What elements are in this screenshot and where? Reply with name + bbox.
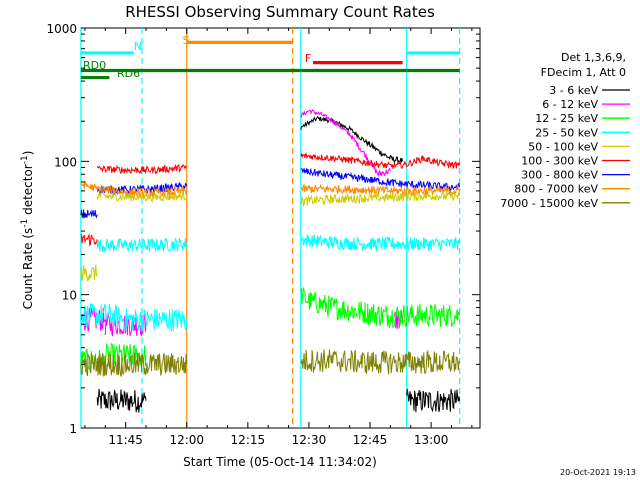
series-line-8-seg-1 bbox=[300, 349, 461, 375]
series-line-3-seg-0 bbox=[80, 303, 188, 333]
annotation-label-3: RD0 bbox=[83, 59, 106, 72]
legend-entry-label-1: 6 - 12 keV bbox=[542, 98, 598, 111]
legend-entry-label-7: 800 - 7000 keV bbox=[514, 183, 598, 196]
series-layer bbox=[80, 109, 461, 413]
y-axis-label: Count Rate (s-1 detector-1) bbox=[20, 151, 35, 310]
legend-header-line-0: Det 1,3,6,9, bbox=[561, 51, 626, 64]
annotation-label-2: F bbox=[305, 52, 311, 65]
x-tick-label-4: 12:45 bbox=[353, 433, 388, 447]
y-tick-label-1: 10 bbox=[62, 289, 77, 303]
y-axis-label-end: ) bbox=[21, 151, 35, 156]
y-axis-label-mid: detector bbox=[21, 164, 35, 219]
legend-entry-label-5: 100 - 300 keV bbox=[521, 155, 598, 168]
series-line-7-seg-0 bbox=[80, 180, 188, 198]
x-axis-label: Start Time (05-Oct-14 11:34:02) bbox=[183, 455, 377, 469]
series-line-8-seg-0 bbox=[80, 352, 188, 378]
annotation-label-4: RD6 bbox=[117, 67, 140, 80]
series-line-4-seg-2 bbox=[300, 190, 461, 208]
series-line-6-seg-0 bbox=[80, 209, 98, 220]
state-bars bbox=[80, 40, 460, 80]
series-line-3-seg-1 bbox=[96, 236, 188, 253]
axes-layer: 11:45 12:00 12:15 12:30 12:45 13:00 1 10 100 1000 bbox=[46, 22, 480, 447]
series-line-4-seg-0 bbox=[80, 264, 98, 282]
legend-entry-label-4: 50 - 100 keV bbox=[528, 140, 598, 153]
series-line-7-seg-1 bbox=[300, 183, 460, 197]
series-line-3-seg-2 bbox=[300, 234, 461, 253]
annotation-label-0: N bbox=[134, 40, 142, 53]
series-line-2-seg-2 bbox=[300, 287, 461, 329]
series-line-0-seg-1 bbox=[300, 115, 404, 165]
timestamp: 20-Oct-2021 19:13 bbox=[560, 468, 636, 477]
series-line-5-seg-2 bbox=[300, 152, 461, 170]
y-axis-label-sup1: -1 bbox=[20, 219, 30, 228]
y-tick-label-0: 1 bbox=[69, 422, 77, 436]
series-line-0-seg-2 bbox=[406, 388, 461, 413]
y-tick-label-3: 1000 bbox=[46, 22, 77, 36]
legend-entry-label-0: 3 - 6 keV bbox=[549, 84, 598, 97]
series-line-6-seg-2 bbox=[300, 168, 461, 192]
legend-entry-label-6: 300 - 800 keV bbox=[521, 169, 598, 182]
series-line-0-seg-0 bbox=[96, 388, 147, 413]
y-axis-label-sup2: -1 bbox=[20, 155, 30, 164]
legend-header-line-1: FDecim 1, Att 0 bbox=[541, 66, 626, 79]
x-tick-label-0: 11:45 bbox=[108, 433, 143, 447]
x-tick-label-1: 12:00 bbox=[169, 433, 204, 447]
series-line-5-seg-1 bbox=[96, 163, 187, 175]
annotation-label-1: S bbox=[183, 34, 190, 47]
legend-entry-label-3: 25 - 50 keV bbox=[535, 126, 598, 139]
x-tick-label-3: 12:30 bbox=[292, 433, 327, 447]
annotations-layer: N S F RD0 RD6 bbox=[83, 34, 311, 80]
legend-entry-label-2: 12 - 25 keV bbox=[535, 112, 598, 125]
x-tick-label-5: 13:00 bbox=[414, 433, 449, 447]
y-axis-label-main: Count Rate (s bbox=[21, 228, 35, 310]
y-tick-label-2: 100 bbox=[54, 155, 77, 169]
legend-entry-label-8: 7000 - 15000 keV bbox=[500, 197, 598, 210]
series-line-1-seg-2 bbox=[300, 109, 391, 178]
series-line-4-seg-1 bbox=[96, 190, 188, 203]
x-tick-label-2: 12:15 bbox=[231, 433, 266, 447]
chart-title: RHESSI Observing Summary Count Rates bbox=[125, 3, 435, 21]
series-line-5-seg-0 bbox=[80, 233, 98, 247]
